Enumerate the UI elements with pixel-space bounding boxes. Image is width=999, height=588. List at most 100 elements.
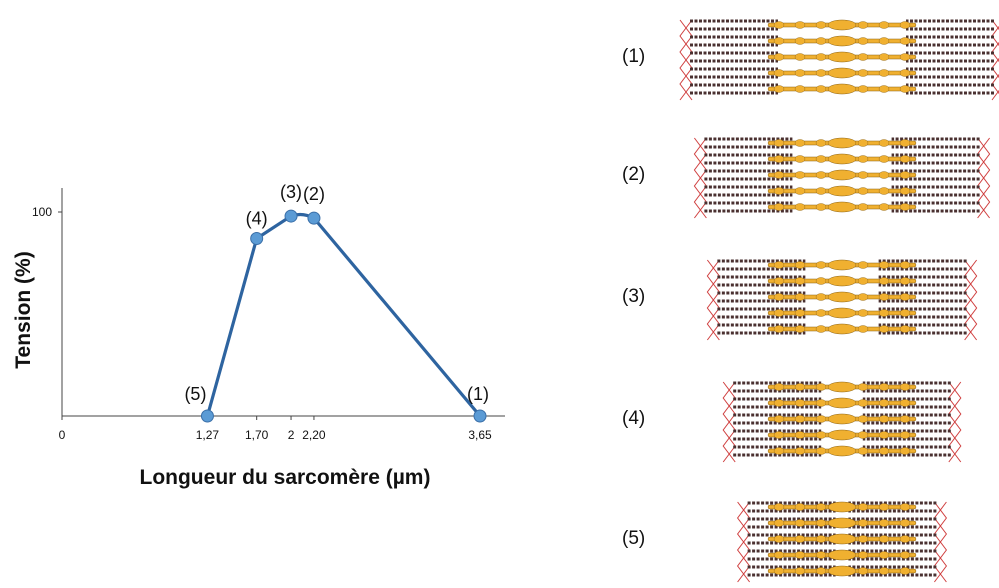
myosin-head [795, 54, 805, 61]
myosin-head [795, 310, 805, 317]
myosin-head [879, 432, 889, 439]
myosin-head [879, 384, 889, 391]
x-tick-label: 1,70 [245, 428, 269, 442]
sarcomere-panel-label: (5) [622, 528, 645, 550]
m-line-bulge [828, 202, 856, 212]
myosin-head [774, 140, 784, 147]
myosin-head [858, 416, 868, 423]
myosin-head [879, 22, 889, 29]
myosin-head [879, 38, 889, 45]
m-line-bulge [828, 260, 856, 270]
myosin-head [774, 188, 784, 195]
data-point-label: (5) [184, 384, 206, 404]
myosin-head [900, 326, 910, 333]
m-line-bulge [828, 502, 856, 512]
myosin-head [900, 310, 910, 317]
myosin-head [858, 188, 868, 195]
myosin-head [858, 552, 868, 559]
myosin-head [858, 310, 868, 317]
myosin-head [900, 70, 910, 77]
myosin-head [795, 70, 805, 77]
myosin-head [774, 278, 784, 285]
myosin-head [879, 416, 889, 423]
myosin-head [900, 294, 910, 301]
myosin-head [900, 536, 910, 543]
myosin-head [879, 552, 889, 559]
myosin-head [795, 568, 805, 575]
myosin-head [879, 204, 889, 211]
data-point-label: (1) [467, 384, 489, 404]
myosin-head [795, 204, 805, 211]
myosin-head [816, 520, 826, 527]
myosin-head [795, 400, 805, 407]
data-point [308, 212, 320, 224]
tension-length-chart: 0 1,27 1,70 2 2,20 3,65 100 (5) (4) (3) (2) (1) [0, 0, 520, 460]
myosin-head [816, 54, 826, 61]
myosin-head [795, 536, 805, 543]
myosin-head [795, 172, 805, 179]
data-point-label: (3) [280, 182, 302, 202]
myosin-head [795, 384, 805, 391]
myosin-head [816, 432, 826, 439]
myosin-head [900, 86, 910, 93]
data-point [201, 410, 213, 422]
myosin-head [816, 326, 826, 333]
myosin-head [816, 188, 826, 195]
m-line-bulge [828, 398, 856, 408]
data-point [251, 233, 263, 245]
myosin-head [774, 520, 784, 527]
myosin-head [795, 156, 805, 163]
myosin-head [879, 54, 889, 61]
myosin-head [774, 172, 784, 179]
myosin-head [774, 156, 784, 163]
myosin-head [816, 156, 826, 163]
sarcomere-panel-label: (1) [622, 46, 645, 68]
myosin-head [774, 86, 784, 93]
myosin-head [795, 294, 805, 301]
myosin-head [900, 432, 910, 439]
myosin-head [879, 400, 889, 407]
myosin-head [900, 384, 910, 391]
myosin-head [858, 22, 868, 29]
sarcomere-diagram [677, 10, 999, 106]
myosin-head [816, 86, 826, 93]
myosin-head [858, 86, 868, 93]
myosin-head [774, 204, 784, 211]
myosin-head [879, 568, 889, 575]
myosin-head [795, 416, 805, 423]
myosin-head [795, 188, 805, 195]
myosin-head [900, 504, 910, 511]
myosin-head [879, 140, 889, 147]
myosin-head [858, 400, 868, 407]
m-line-bulge [828, 308, 856, 318]
series-line [207, 214, 480, 416]
sarcomere-diagram [677, 492, 999, 588]
myosin-head [879, 188, 889, 195]
m-line-bulge [828, 170, 856, 180]
myosin-head [774, 432, 784, 439]
m-line-bulge [828, 534, 856, 544]
myosin-head [795, 278, 805, 285]
myosin-head [879, 86, 889, 93]
myosin-head [900, 38, 910, 45]
myosin-head [879, 448, 889, 455]
myosin-head [858, 70, 868, 77]
x-tick-label: 2 [288, 428, 295, 442]
myosin-head [879, 278, 889, 285]
myosin-head [879, 326, 889, 333]
data-point-label: (4) [246, 209, 268, 229]
m-line-bulge [828, 154, 856, 164]
myosin-head [816, 310, 826, 317]
myosin-head [816, 38, 826, 45]
m-line-bulge [828, 414, 856, 424]
myosin-head [858, 278, 868, 285]
myosin-head [858, 54, 868, 61]
myosin-head [879, 310, 889, 317]
myosin-head [858, 326, 868, 333]
m-line-bulge [828, 52, 856, 62]
data-point-label: (2) [303, 184, 325, 204]
myosin-head [900, 188, 910, 195]
m-line-bulge [828, 382, 856, 392]
myosin-head [858, 262, 868, 269]
myosin-head [858, 520, 868, 527]
